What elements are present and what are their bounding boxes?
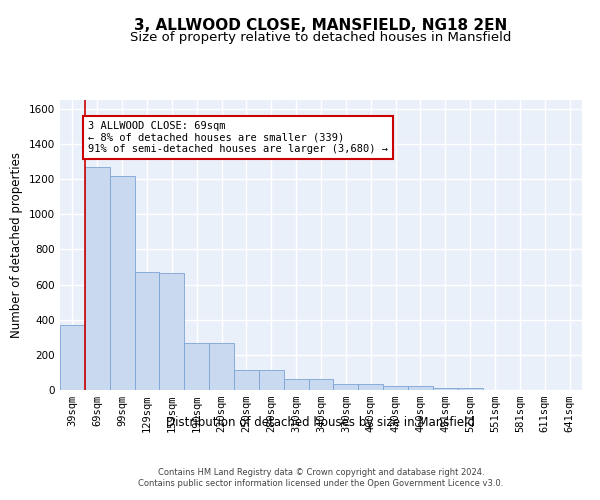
Bar bbox=[60, 325, 85, 390]
Text: Contains HM Land Registry data © Crown copyright and database right 2024.
Contai: Contains HM Land Registry data © Crown c… bbox=[139, 468, 503, 487]
Text: 3, ALLWOOD CLOSE, MANSFIELD, NG18 2EN: 3, ALLWOOD CLOSE, MANSFIELD, NG18 2EN bbox=[134, 18, 508, 32]
Bar bbox=[134, 272, 160, 390]
Bar bbox=[184, 344, 209, 390]
Bar bbox=[234, 370, 259, 390]
Bar bbox=[408, 386, 433, 390]
Bar bbox=[308, 378, 334, 390]
Bar bbox=[209, 344, 234, 390]
Text: 3 ALLWOOD CLOSE: 69sqm
← 8% of detached houses are smaller (339)
91% of semi-det: 3 ALLWOOD CLOSE: 69sqm ← 8% of detached … bbox=[88, 121, 388, 154]
Bar bbox=[334, 384, 358, 390]
Bar bbox=[160, 273, 184, 390]
Bar bbox=[259, 370, 284, 390]
Bar bbox=[383, 386, 408, 390]
Bar bbox=[433, 388, 458, 390]
Bar bbox=[284, 378, 308, 390]
Text: Size of property relative to detached houses in Mansfield: Size of property relative to detached ho… bbox=[130, 31, 512, 44]
Bar bbox=[458, 388, 482, 390]
Y-axis label: Number of detached properties: Number of detached properties bbox=[10, 152, 23, 338]
Bar bbox=[85, 167, 110, 390]
Bar bbox=[358, 384, 383, 390]
Bar bbox=[110, 176, 134, 390]
Text: Distribution of detached houses by size in Mansfield: Distribution of detached houses by size … bbox=[167, 416, 476, 429]
